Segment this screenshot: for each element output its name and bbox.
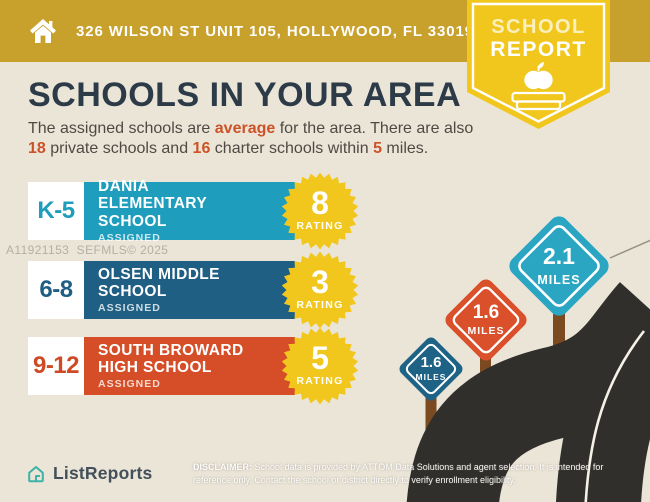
- highlight-miles: 5: [373, 139, 382, 157]
- disclaimer-text: DISCLAIMER: School data is provided by A…: [193, 461, 641, 486]
- badge-line1: SCHOOL: [491, 16, 586, 38]
- school-name: DANIA ELEMENTARY SCHOOL: [98, 177, 207, 230]
- school-name: SOUTH BROWARD HIGH SCHOOL: [98, 341, 244, 376]
- school-report-badge: SCHOOL REPORT: [467, 0, 610, 132]
- summary-segment: for the area. There are also: [275, 120, 474, 137]
- highlight-average: average: [214, 120, 276, 137]
- sign-post: [425, 388, 437, 468]
- distance-unit: MILES: [467, 325, 504, 337]
- grade-range: 9-12: [28, 337, 84, 395]
- school-bar: OLSEN MIDDLE SCHOOL ASSIGNED: [84, 261, 295, 319]
- rating-value: 3: [311, 263, 329, 300]
- school-bar: DANIA ELEMENTARY SCHOOL ASSIGNED: [84, 178, 295, 244]
- rating-label: RATING: [296, 298, 344, 311]
- distance-sign-teal: 2.1 MILES: [509, 216, 609, 316]
- rating-label: RATING: [296, 219, 344, 232]
- school-row-middle: 6-8 OLSEN MIDDLE SCHOOL ASSIGNED 3 RATIN…: [28, 251, 359, 329]
- rating-badge: 8 RATING: [281, 172, 359, 250]
- distance-unit: MILES: [416, 372, 447, 382]
- highlight-private-count: 18: [28, 139, 46, 157]
- sign-post: [480, 340, 491, 440]
- page-title: SCHOOLS IN YOUR AREA: [28, 76, 462, 114]
- rating-badge: 5 RATING: [281, 327, 359, 405]
- listreports-logo: ListReports: [26, 463, 152, 484]
- badge-line2: REPORT: [490, 38, 587, 61]
- summary-text: The assigned schools are average for the…: [28, 119, 480, 159]
- disclaimer-label: DISCLAIMER:: [193, 462, 252, 472]
- summary-segment: The assigned schools are: [28, 120, 215, 137]
- school-bar: SOUTH BROWARD HIGH SCHOOL ASSIGNED: [84, 337, 295, 395]
- house-icon: [30, 19, 56, 43]
- school-row-high: 9-12 SOUTH BROWARD HIGH SCHOOL ASSIGNED …: [28, 327, 359, 405]
- assigned-label: ASSIGNED: [98, 378, 161, 391]
- rating-label: RATING: [296, 374, 344, 387]
- school-name: OLSEN MIDDLE SCHOOL: [98, 265, 220, 300]
- grade-range: K-5: [28, 182, 84, 240]
- distance-value: 2.1: [543, 243, 575, 269]
- distance-sign-red: 1.6 MILES: [445, 279, 527, 361]
- apple-on-books-icon: [511, 62, 566, 111]
- starburst-shape: [281, 172, 359, 250]
- mls-watermark: A11921153 SEFMLS© 2025: [6, 243, 169, 257]
- assigned-label: ASSIGNED: [98, 232, 161, 245]
- starburst-shape: [281, 327, 359, 405]
- summary-segment: miles.: [381, 139, 429, 157]
- distance-sign-blue: 1.6 MILES: [399, 337, 463, 401]
- horizon-line: [609, 239, 650, 259]
- disclaimer-body: School data is provided by ATTOM Data So…: [193, 462, 604, 485]
- brand-name: ListReports: [53, 463, 153, 483]
- highlight-charter-count: 16: [192, 139, 211, 157]
- grade-range: 6-8: [28, 261, 84, 319]
- assigned-label: ASSIGNED: [98, 302, 161, 315]
- distance-unit: MILES: [537, 273, 580, 287]
- distance-value: 1.6: [421, 354, 442, 371]
- property-address: 326 WILSON ST UNIT 105, HOLLYWOOD, FL 33…: [76, 22, 474, 40]
- sign-post: [553, 290, 565, 390]
- starburst-shape: [281, 251, 359, 329]
- rating-value: 5: [311, 339, 329, 376]
- summary-segment: charter schools within: [210, 139, 374, 157]
- distance-value: 1.6: [473, 302, 499, 323]
- listreports-house-icon: [28, 465, 44, 482]
- school-row-elementary: K-5 DANIA ELEMENTARY SCHOOL ASSIGNED 8 R…: [28, 172, 359, 250]
- rating-value: 8: [311, 184, 329, 221]
- rating-badge: 3 RATING: [281, 251, 359, 329]
- summary-segment: private schools and: [45, 139, 193, 157]
